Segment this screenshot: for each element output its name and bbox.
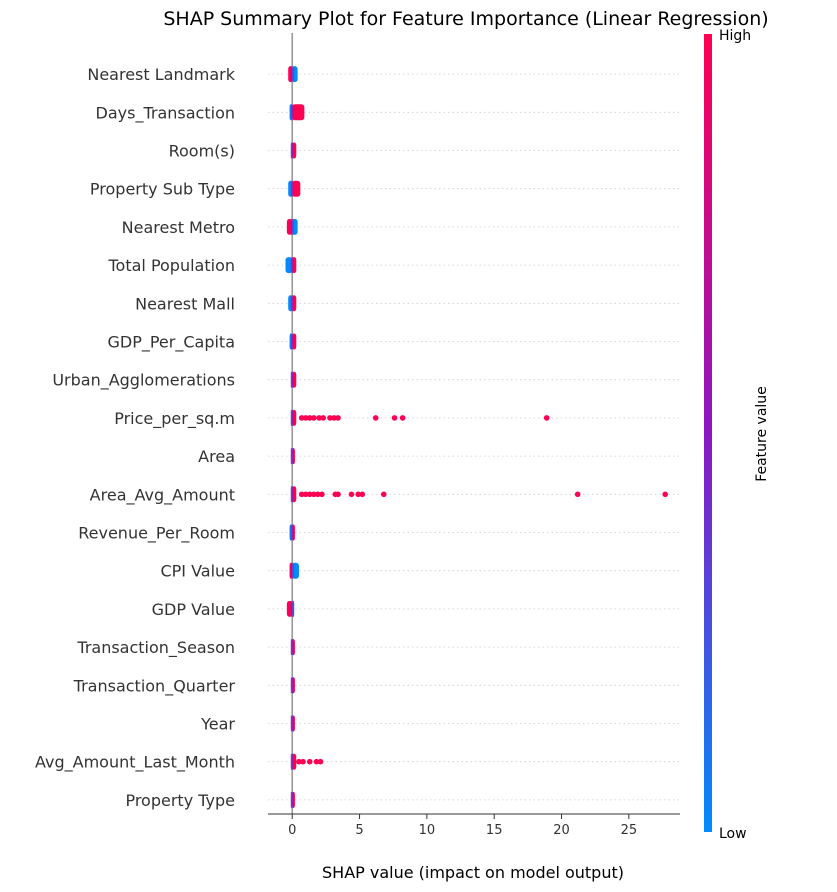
shap-point (327, 415, 333, 421)
feature-label: GDP_Per_Capita (107, 333, 235, 353)
colorbar-high-label: High (719, 28, 751, 44)
colorbar-title: Feature value (754, 386, 770, 482)
shap-cluster-mid (290, 371, 294, 388)
feature-label: Transaction_Season (76, 638, 235, 658)
shap-point (380, 491, 387, 498)
shap-cluster-mid (290, 524, 294, 541)
shap-point (313, 758, 320, 765)
shap-cluster-mid (290, 715, 294, 732)
shap-cluster-high (292, 180, 301, 197)
feature-label: Property Sub Type (90, 180, 235, 199)
shap-point (316, 415, 322, 421)
shap-cluster-mid (290, 180, 294, 197)
shap-cluster-mid (290, 753, 294, 770)
shap-point (302, 491, 309, 498)
shap-cluster-mid (290, 448, 294, 465)
shap-point (296, 758, 302, 765)
feature-label: Area_Avg_Amount (90, 485, 235, 505)
feature-label: Transaction_Quarter (73, 676, 236, 696)
shap-point (298, 491, 305, 498)
feature-label: GDP Value (152, 600, 235, 619)
x-axis-label: SHAP value (impact on model output) (322, 863, 624, 882)
shap-point (306, 758, 313, 765)
feature-label: Nearest Metro (122, 218, 235, 237)
shap-point (306, 491, 313, 498)
shap-point (574, 491, 581, 498)
colorbar: High Low Feature value (704, 28, 770, 842)
shap-point (315, 491, 321, 498)
shap-point (359, 491, 366, 498)
shap-point (331, 415, 337, 421)
shap-point (391, 415, 398, 421)
feature-label: Avg_Amount_Last_Month (35, 753, 235, 773)
shap-point (372, 415, 379, 421)
shap-point (319, 491, 325, 498)
shap-point (310, 415, 317, 421)
feature-label: Days_Transaction (96, 103, 235, 123)
shap-cluster-mid (290, 409, 294, 426)
shap-point (310, 491, 317, 498)
colorbar-gradient (704, 34, 712, 832)
feature-label: Revenue_Per_Room (78, 524, 235, 544)
x-tick-label: 25 (621, 823, 638, 838)
shap-point (335, 491, 341, 498)
shap-cluster-mid (290, 791, 294, 808)
shap-point (355, 491, 362, 498)
feature-label: Property Type (125, 791, 235, 810)
feature-label: Urban_Agglomerations (52, 371, 235, 391)
shap-point (543, 415, 550, 421)
feature-label: Nearest Landmark (87, 65, 235, 84)
shap-point (348, 491, 355, 498)
shap-point (335, 415, 341, 421)
shap-points (285, 66, 668, 808)
shap-cluster-mid (290, 104, 294, 121)
x-tick-label: 20 (553, 823, 570, 838)
shap-point (298, 415, 305, 421)
feature-label: Year (200, 715, 235, 734)
chart-title: SHAP Summary Plot for Feature Importance… (163, 8, 768, 30)
shap-cluster-mid (290, 295, 294, 312)
shap-cluster-low (285, 257, 293, 274)
feature-rows: Nearest Landmark Days_Transaction Room(s) P… (35, 65, 680, 810)
shap-point (399, 415, 406, 421)
x-axis: 0 5 10 15 20 25 (268, 813, 680, 838)
feature-label: CPI Value (160, 562, 235, 581)
shap-cluster-mid (290, 677, 294, 694)
x-tick-label: 5 (355, 823, 363, 838)
x-tick-label: 0 (288, 823, 296, 838)
shap-point (317, 758, 324, 765)
shap-cluster-mid (290, 333, 294, 350)
feature-label: Price_per_sq.m (114, 409, 235, 429)
shap-point (662, 491, 668, 498)
shap-point (302, 415, 309, 421)
shap-cluster-mid (290, 218, 294, 235)
shap-cluster-high (292, 104, 305, 121)
shap-cluster-mid (290, 639, 294, 656)
shap-cluster-mid (290, 142, 294, 159)
shap-point (306, 415, 313, 421)
x-tick-label: 10 (419, 823, 436, 838)
shap-cluster-high (292, 562, 299, 579)
shap-point (300, 758, 306, 765)
shap-cluster-mid (290, 66, 294, 83)
feature-label: Nearest Mall (135, 294, 235, 313)
shap-point (320, 415, 327, 421)
colorbar-low-label: Low (719, 826, 747, 842)
x-tick-label: 15 (486, 823, 503, 838)
shap-cluster-mid (290, 562, 294, 579)
shap-cluster-mid (290, 257, 294, 274)
feature-label: Total Population (107, 256, 235, 275)
shap-cluster-mid (290, 486, 294, 503)
shap-cluster-mid (290, 600, 294, 617)
feature-label: Area (198, 447, 235, 466)
feature-label: Room(s) (169, 142, 235, 161)
